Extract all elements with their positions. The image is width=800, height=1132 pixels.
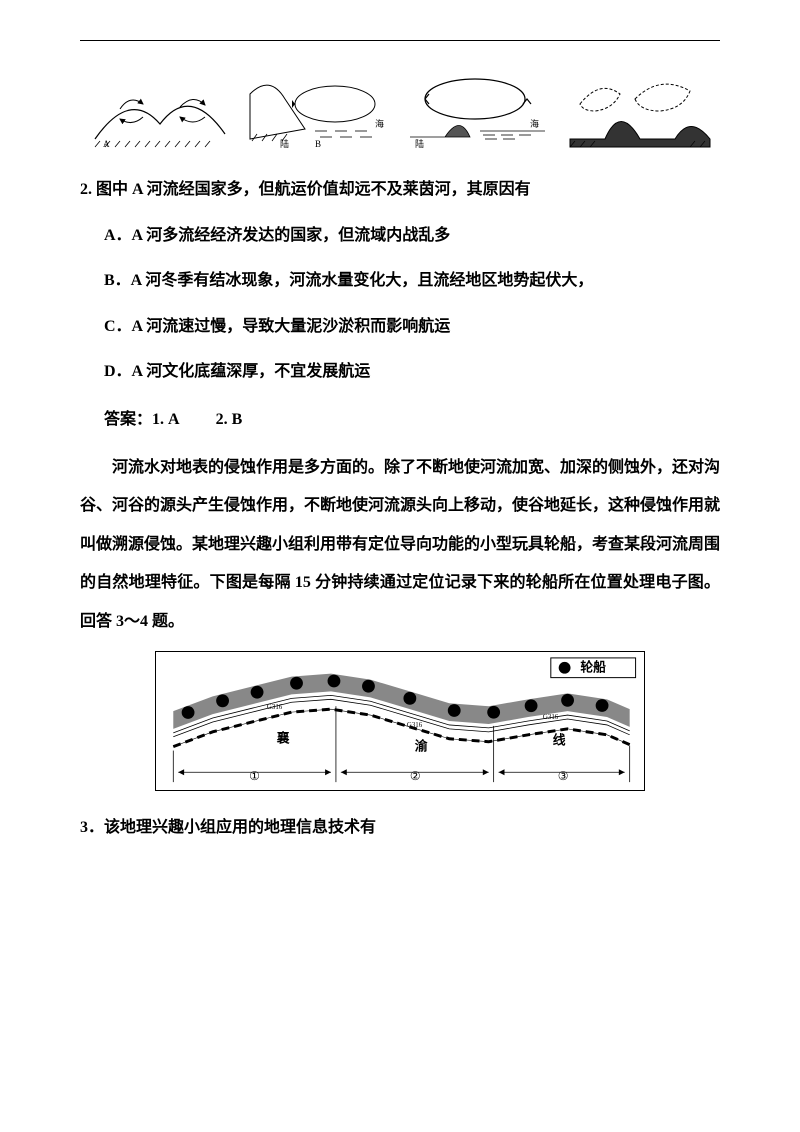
segment-arrow-2: ② (341, 769, 489, 783)
rail-char-1: 襄 (276, 731, 290, 746)
label-land-c: 陆 (415, 138, 424, 149)
label-b: B (315, 139, 321, 149)
road-label-2: G316 (407, 722, 423, 729)
boat-dot (290, 677, 303, 690)
answers-line: 答案：1. A 2. B (80, 405, 720, 429)
q2-option-c: C．A 河流速过慢，导致大量泥沙淤积而影响航运 (80, 314, 720, 340)
seg-label-2: ② (410, 769, 421, 783)
boat-dot (328, 675, 341, 688)
road-label-3: G316 (543, 714, 559, 721)
top-diagrams-row: A 陆 海 B 陆 海 (80, 59, 720, 149)
boat-dot (362, 680, 375, 693)
diagram-d (562, 69, 718, 149)
q2-stem: 2. 图中 A 河流经国家多，但航运价值却远不及莱茵河，其原因有 (80, 177, 720, 203)
rail-char-2: 渝 (415, 738, 428, 753)
top-horizontal-rule (80, 40, 720, 41)
river-boat-figure: 轮船 G316 G316 G316 襄 渝 线 ① ② ③ (155, 651, 645, 791)
q2-option-a: A．A 河多流经经济发达的国家，但流域内战乱多 (80, 223, 720, 249)
diagram-a: A (82, 69, 238, 149)
seg-label-3: ③ (558, 769, 569, 783)
label-a: A (103, 139, 110, 149)
road-label-1: G316 (267, 704, 283, 711)
segment-arrow-1: ① (178, 769, 331, 783)
label-sea-b: 海 (375, 118, 384, 129)
answer-1: 1. A (152, 411, 180, 428)
diagram-c: 陆 海 (402, 69, 558, 149)
boat-dot (403, 692, 416, 705)
boat-dot (596, 699, 609, 712)
segment-arrow-3: ③ (499, 769, 625, 783)
boat-dot (448, 704, 461, 717)
answer-label: 答案： (104, 411, 152, 428)
boat-dot (216, 694, 229, 707)
label-land-b: 陆 (280, 138, 289, 149)
boat-dot (487, 706, 500, 719)
label-sea-c: 海 (530, 118, 539, 129)
q2-option-b: B．A 河冬季有结冰现象，河流水量变化大，且流经地区地势起伏大， (80, 268, 720, 294)
boat-dot (182, 706, 195, 719)
answer-2: 2. B (216, 411, 243, 428)
boat-dot (525, 699, 538, 712)
boat-dot (561, 694, 574, 707)
q2-option-d: D．A 河文化底蕴深厚，不宜发展航运 (80, 359, 720, 385)
legend-label: 轮船 (580, 660, 606, 675)
rail-char-3: 线 (553, 733, 566, 748)
seg-label-1: ① (249, 769, 260, 783)
river-band (173, 674, 629, 729)
q3-stem: 3．该地理兴趣小组应用的地理信息技术有 (80, 815, 720, 841)
boat-dot (251, 686, 264, 699)
passage-text: 河流水对地表的侵蚀作用是多方面的。除了不断地使河流加宽、加深的侧蚀外，还对沟谷、… (80, 449, 720, 641)
diagram-b: 陆 海 B (242, 69, 398, 149)
